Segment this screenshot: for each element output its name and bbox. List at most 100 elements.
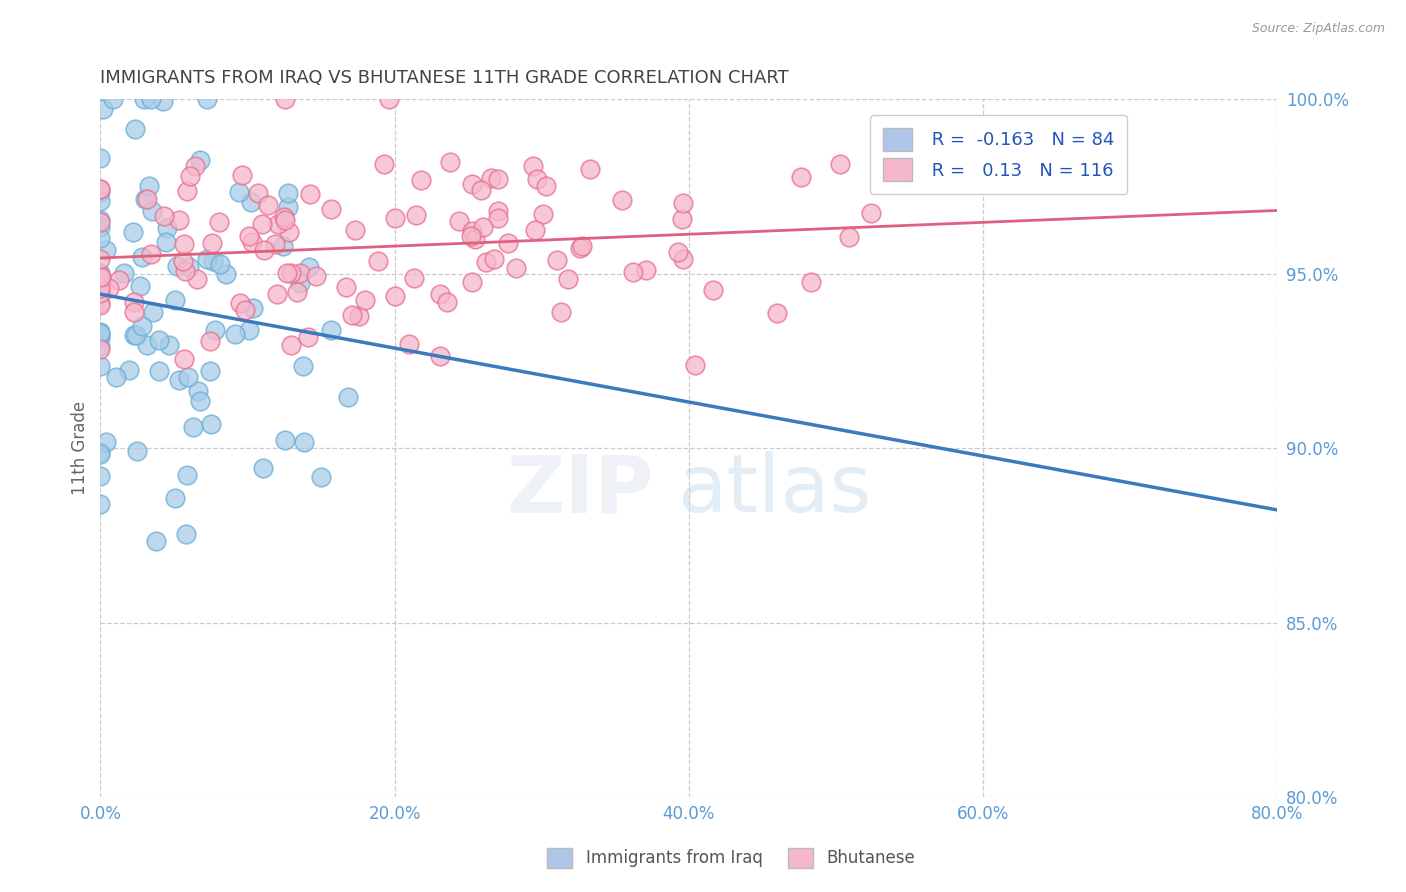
Point	[228, 186, 250, 200]
Point	[277, 186, 299, 201]
Point	[838, 230, 860, 244]
Point	[89, 266, 111, 280]
Point	[89, 185, 111, 199]
Point	[702, 283, 724, 297]
Point	[89, 327, 111, 342]
Y-axis label: 11th Grade: 11th Grade	[72, 401, 89, 495]
Point	[204, 323, 226, 337]
Point	[179, 169, 201, 184]
Point	[337, 390, 360, 404]
Point	[273, 210, 295, 224]
Point	[610, 194, 633, 208]
Point	[197, 92, 219, 106]
Point	[131, 251, 153, 265]
Point	[347, 309, 370, 323]
Point	[91, 102, 114, 116]
Point	[285, 285, 308, 299]
Point	[621, 265, 644, 279]
Point	[319, 202, 342, 216]
Point	[188, 393, 211, 408]
Point	[238, 323, 260, 337]
Point	[505, 260, 527, 275]
Point	[461, 275, 484, 289]
Point	[89, 298, 111, 312]
Point	[276, 266, 298, 280]
Point	[569, 241, 592, 255]
Point	[475, 255, 498, 269]
Point	[148, 333, 170, 347]
Point	[398, 337, 420, 351]
Point	[311, 469, 333, 483]
Point	[89, 286, 111, 301]
Point	[253, 243, 276, 257]
Point	[288, 266, 311, 280]
Point	[789, 169, 811, 184]
Point	[800, 275, 823, 289]
Point	[233, 303, 256, 318]
Point	[482, 252, 505, 266]
Point	[828, 157, 851, 171]
Text: ZIP: ZIP	[506, 451, 654, 529]
Point	[288, 276, 311, 290]
Point	[155, 235, 177, 250]
Point	[224, 327, 246, 342]
Point	[298, 260, 321, 274]
Point	[378, 92, 401, 106]
Point	[89, 152, 111, 166]
Point	[198, 364, 221, 378]
Point	[439, 155, 461, 169]
Point	[280, 338, 302, 352]
Point	[131, 318, 153, 333]
Point	[672, 195, 695, 210]
Point	[486, 204, 509, 219]
Point	[557, 272, 579, 286]
Point	[546, 252, 568, 267]
Point	[247, 186, 270, 201]
Point	[267, 218, 290, 232]
Point	[534, 179, 557, 194]
Point	[215, 267, 238, 281]
Point	[464, 232, 486, 246]
Point	[163, 293, 186, 307]
Point	[96, 435, 118, 450]
Point	[231, 168, 253, 182]
Point	[526, 172, 548, 186]
Text: Source: ZipAtlas.com: Source: ZipAtlas.com	[1251, 22, 1385, 36]
Point	[89, 325, 111, 339]
Point	[89, 296, 111, 310]
Point	[89, 194, 111, 208]
Point	[124, 305, 146, 319]
Point	[305, 269, 328, 284]
Point	[121, 225, 143, 239]
Point	[173, 352, 195, 367]
Point	[89, 469, 111, 483]
Point	[112, 266, 135, 280]
Point	[201, 254, 224, 268]
Point	[238, 229, 260, 244]
Point	[280, 266, 302, 280]
Point	[195, 252, 218, 266]
Point	[89, 281, 111, 295]
Point	[187, 384, 209, 398]
Point	[263, 236, 285, 251]
Point	[766, 305, 789, 319]
Point	[461, 223, 484, 237]
Point	[208, 257, 231, 271]
Point	[101, 92, 124, 106]
Point	[145, 534, 167, 549]
Point	[89, 447, 111, 461]
Point	[486, 171, 509, 186]
Point	[148, 364, 170, 378]
Point	[229, 296, 252, 310]
Point	[188, 153, 211, 168]
Point	[200, 417, 222, 431]
Point	[90, 269, 112, 284]
Point	[271, 239, 294, 253]
Point	[89, 445, 111, 459]
Point	[671, 211, 693, 226]
Point	[89, 182, 111, 196]
Point	[98, 281, 121, 295]
Point	[274, 212, 297, 227]
Point	[142, 305, 165, 319]
Point	[240, 195, 263, 210]
